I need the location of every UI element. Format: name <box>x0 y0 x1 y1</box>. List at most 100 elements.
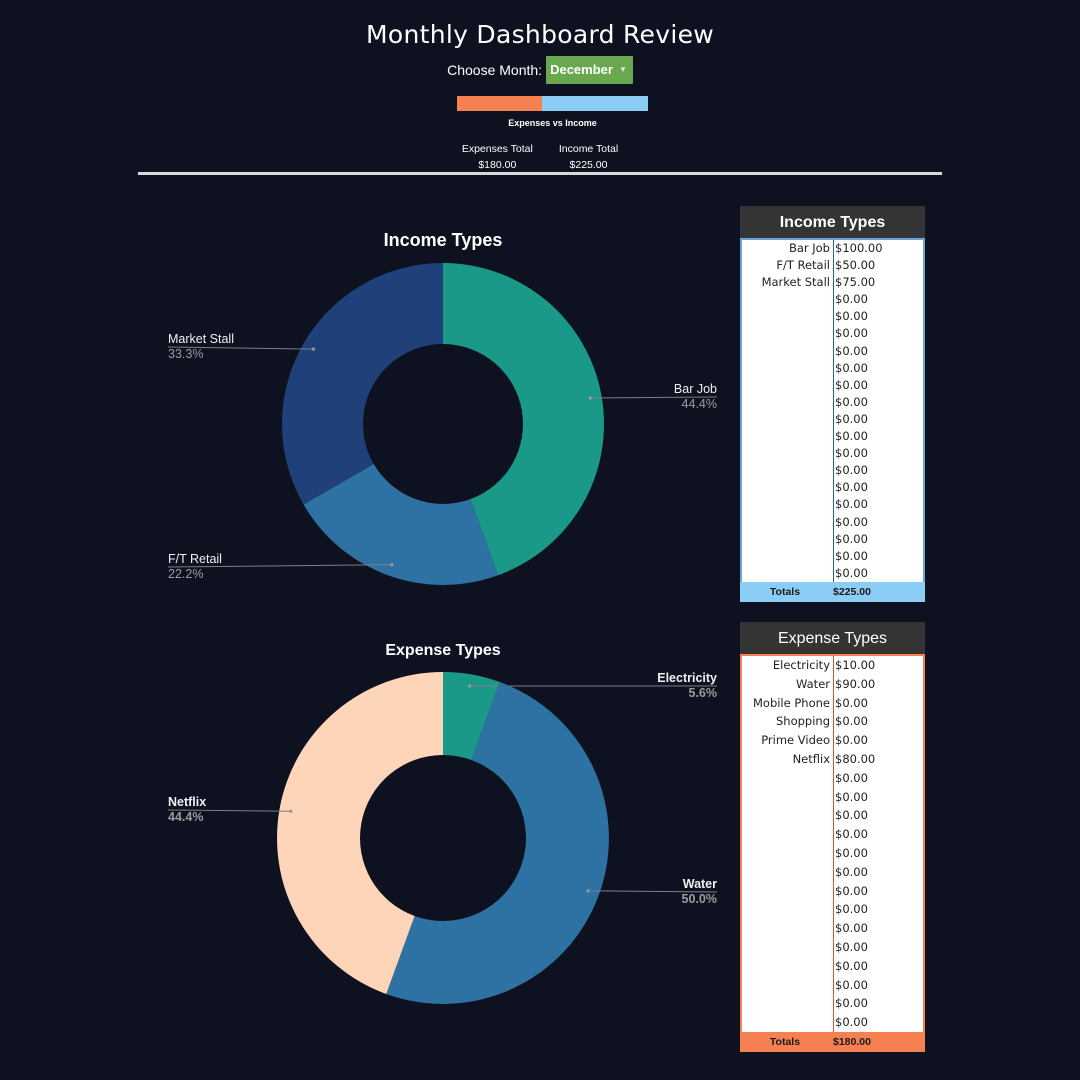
leader-line <box>167 564 392 568</box>
row-category <box>742 496 832 513</box>
slice-label-market-stall: Market Stall <box>168 332 234 346</box>
table-row: Bar Job $100.00 <box>742 240 923 257</box>
row-amount: $0.00 <box>835 429 868 444</box>
table-row: $0.00 <box>742 445 923 462</box>
leader-line <box>167 346 314 350</box>
row-category <box>742 343 832 360</box>
totals-label: Totals <box>769 586 801 598</box>
table-row: $0.00 <box>742 882 923 901</box>
slice-percent-netflix: 44.4% <box>168 810 203 824</box>
row-amount: $0.00 <box>835 845 868 860</box>
income-bar-segment <box>541 96 648 111</box>
slice-label-bar-job: Bar Job <box>674 382 717 396</box>
row-category <box>742 882 832 901</box>
row-amount: $0.00 <box>835 921 868 936</box>
expenses-total: Expenses Total $180.00 <box>462 141 533 173</box>
table-row: $0.00 <box>742 548 923 565</box>
row-category <box>742 919 832 938</box>
slice-percent-bar-job: 44.4% <box>682 397 717 411</box>
table-row: $0.00 <box>742 806 923 825</box>
ratio-label: Expenses vs Income <box>508 118 597 128</box>
table-row: $0.00 <box>742 957 923 976</box>
expense-table-title: Expense Types <box>740 622 925 654</box>
income-table-title: Income Types <box>740 206 925 238</box>
row-amount: $0.00 <box>835 789 868 804</box>
table-row: $0.00 <box>742 377 923 394</box>
chevron-down-icon: ▼ <box>618 65 627 74</box>
table-row: $0.00 <box>742 291 923 308</box>
slice-percent-market-stall: 33.3% <box>168 347 203 361</box>
table-row: $0.00 <box>742 769 923 788</box>
slice-percent-water: 50.0% <box>682 892 717 906</box>
expenses-total-value: $180.00 <box>478 159 517 171</box>
slice-water[interactable] <box>386 682 609 1004</box>
row-amount: $0.00 <box>835 411 868 426</box>
row-category <box>742 377 832 394</box>
slice-label-f-t-retail: F/T Retail <box>168 552 222 566</box>
selected-month: December <box>550 62 613 77</box>
row-amount: $0.00 <box>835 394 868 409</box>
row-category <box>742 565 832 582</box>
table-row: Mobile Phone $0.00 <box>742 694 923 713</box>
month-selector-row: Choose Month: December ▼ <box>0 56 1080 84</box>
table-row: $0.00 <box>742 514 923 531</box>
row-amount: $0.00 <box>835 480 868 495</box>
table-row: Prime Video $0.00 <box>742 731 923 750</box>
table-row: $0.00 <box>742 308 923 325</box>
table-row: $0.00 <box>742 919 923 938</box>
row-category <box>742 411 832 428</box>
table-row: $0.00 <box>742 428 923 445</box>
table-row: $0.00 <box>742 844 923 863</box>
row-category <box>742 360 832 377</box>
row-amount: $0.00 <box>835 996 868 1011</box>
row-amount: $0.00 <box>835 864 868 879</box>
table-row: $0.00 <box>742 325 923 342</box>
row-category: Water <box>796 676 830 691</box>
table-row: $0.00 <box>742 900 923 919</box>
row-category <box>742 548 832 565</box>
column-divider <box>833 240 834 582</box>
row-category <box>742 1013 832 1032</box>
slice-bar-job[interactable] <box>443 263 605 576</box>
table-row: $0.00 <box>742 462 923 479</box>
row-amount: $0.00 <box>835 343 868 358</box>
table-row: $0.00 <box>742 1013 923 1032</box>
table-row: $0.00 <box>742 394 923 411</box>
leader-line <box>590 396 718 399</box>
row-category <box>742 291 832 308</box>
row-amount: $0.00 <box>835 446 868 461</box>
row-amount: $0.00 <box>835 808 868 823</box>
row-category <box>742 479 832 496</box>
row-category <box>742 788 832 807</box>
expense-table-totals: Totals $180.00 <box>740 1032 925 1052</box>
chart-title: Income Types <box>384 230 503 250</box>
column-divider <box>833 656 834 1032</box>
row-category <box>742 445 832 462</box>
slice-electricity[interactable] <box>443 672 500 761</box>
slice-f-t-retail[interactable] <box>303 464 499 586</box>
leader-line <box>588 890 718 893</box>
row-amount: $0.00 <box>835 695 868 710</box>
row-category <box>742 976 832 995</box>
slice-netflix[interactable] <box>277 672 443 994</box>
row-category: Mobile Phone <box>752 695 830 710</box>
row-amount: $0.00 <box>835 770 868 785</box>
row-amount: $0.00 <box>835 733 868 748</box>
row-amount: $0.00 <box>835 977 868 992</box>
row-category: Prime Video <box>761 733 830 748</box>
table-row: Market Stall $75.00 <box>742 274 923 291</box>
row-category <box>742 428 832 445</box>
row-amount: $10.00 <box>835 658 876 672</box>
month-dropdown[interactable]: December ▼ <box>546 56 633 84</box>
row-category <box>742 844 832 863</box>
row-category <box>742 863 832 882</box>
row-amount: $0.00 <box>835 292 868 307</box>
row-amount: $0.00 <box>835 531 868 546</box>
totals-value: $180.00 <box>833 1036 871 1048</box>
table-row: Netflix $80.00 <box>742 750 923 769</box>
row-amount: $0.00 <box>835 902 868 917</box>
income-table-totals: Totals $225.00 <box>740 582 925 602</box>
slice-market-stall[interactable] <box>282 263 443 505</box>
